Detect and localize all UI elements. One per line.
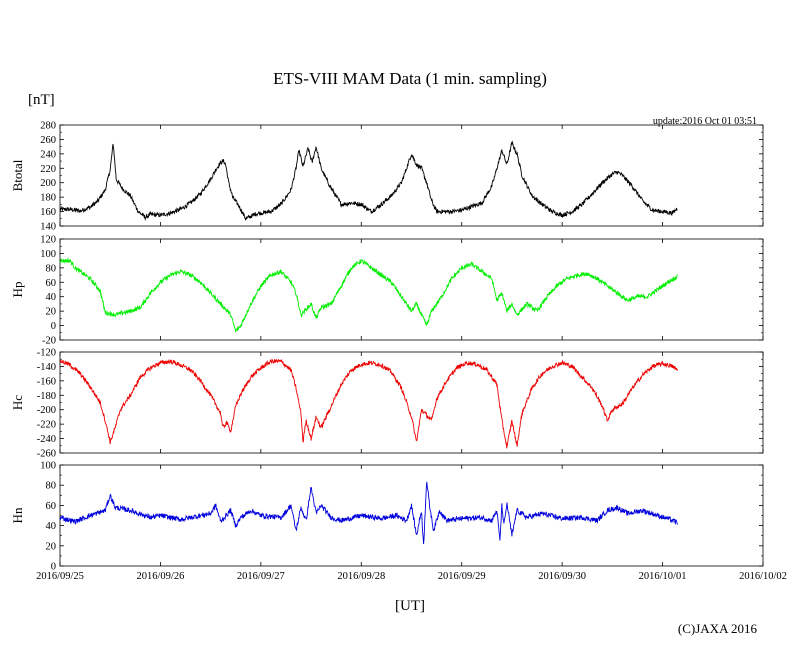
y-tick-label: 0 [51, 562, 56, 573]
panel-frame [59, 351, 764, 454]
y-tick-label: 220 [40, 164, 56, 175]
panel-label-hn: Hn [10, 507, 25, 523]
x-tick-label: 2016/09/28 [337, 571, 385, 582]
panel-hn: 0 20 40 60 80 100 Hn [10, 461, 764, 573]
y-tick-label: 120 [40, 235, 56, 246]
series-line-hc [59, 358, 678, 449]
y-tick-label: 240 [40, 149, 56, 160]
y-tick-label: 60 [46, 501, 57, 512]
y-tick-label: -20 [42, 336, 56, 347]
y-tick-label: -240 [37, 434, 56, 445]
y-tick-label: 100 [40, 461, 56, 472]
y-tick-label: 0 [51, 321, 56, 332]
y-tick-label: -140 [37, 362, 56, 373]
x-tick-label: 2016/09/29 [438, 571, 486, 582]
x-tick-label: 2016/09/25 [36, 571, 84, 582]
x-tick-label: 2016/09/30 [538, 571, 586, 582]
y-tick-label: -260 [37, 449, 56, 460]
panel-frame [59, 238, 764, 341]
y-tick-label: 260 [40, 135, 56, 146]
panel-hc: -260 -240 -220 -200 -180 -160 -140 -120 Hc [10, 348, 764, 460]
panel-label-hc: Hc [10, 395, 25, 410]
x-tick-label: 2016/09/27 [237, 571, 285, 582]
y-tick-label: -220 [37, 420, 56, 431]
y-tick-label: 280 [40, 121, 56, 132]
y-tick-label: 80 [46, 481, 57, 492]
update-timestamp: update:2016 Oct 01 03:51 [653, 116, 757, 127]
y-tick-label: 20 [46, 307, 57, 318]
series-line-btotal [59, 140, 678, 221]
y-tick-label: 200 [40, 178, 56, 189]
series-line-hn [59, 481, 678, 545]
y-tick-label: -160 [37, 376, 56, 387]
y-tick-label: 60 [46, 278, 57, 289]
y-unit-label: [nT] [28, 92, 55, 108]
copyright-label: (C)JAXA 2016 [678, 621, 758, 636]
panel-btotal: 140 160 180 200 220 240 260 280 Btotal [10, 121, 764, 233]
y-tick-label: 160 [40, 207, 56, 218]
y-tick-label: 140 [40, 222, 56, 233]
y-tick-label: 20 [46, 541, 57, 552]
chart-title: ETS-VIII MAM Data (1 min. sampling) [273, 69, 547, 88]
y-tick-label: 180 [40, 193, 56, 204]
y-tick-label: -200 [37, 405, 56, 416]
x-axis-ticks: 2016/09/25 2016/09/26 2016/09/27 2016/09/28… [36, 571, 787, 582]
y-tick-label: 100 [40, 249, 56, 260]
x-tick-label: 2016/09/26 [137, 571, 185, 582]
y-tick-label: -120 [37, 348, 56, 359]
y-tick-label: 40 [46, 292, 57, 303]
y-tick-label: 40 [46, 521, 57, 532]
panel-hp: -20 0 20 40 60 80 100 120 Hp [10, 235, 764, 347]
x-tick-label: 2016/10/02 [739, 571, 787, 582]
panel-label-btotal: Btotal [10, 159, 25, 191]
y-tick-label: -180 [37, 391, 56, 402]
plot-panels: 140160180200220240260280Btotal-200204060… [10, 121, 764, 573]
x-unit-label: [UT] [395, 598, 425, 614]
y-tick-label: 80 [46, 263, 57, 274]
panel-label-hp: Hp [10, 282, 25, 298]
x-tick-label: 2016/10/01 [639, 571, 687, 582]
series-line-hp [59, 257, 678, 334]
